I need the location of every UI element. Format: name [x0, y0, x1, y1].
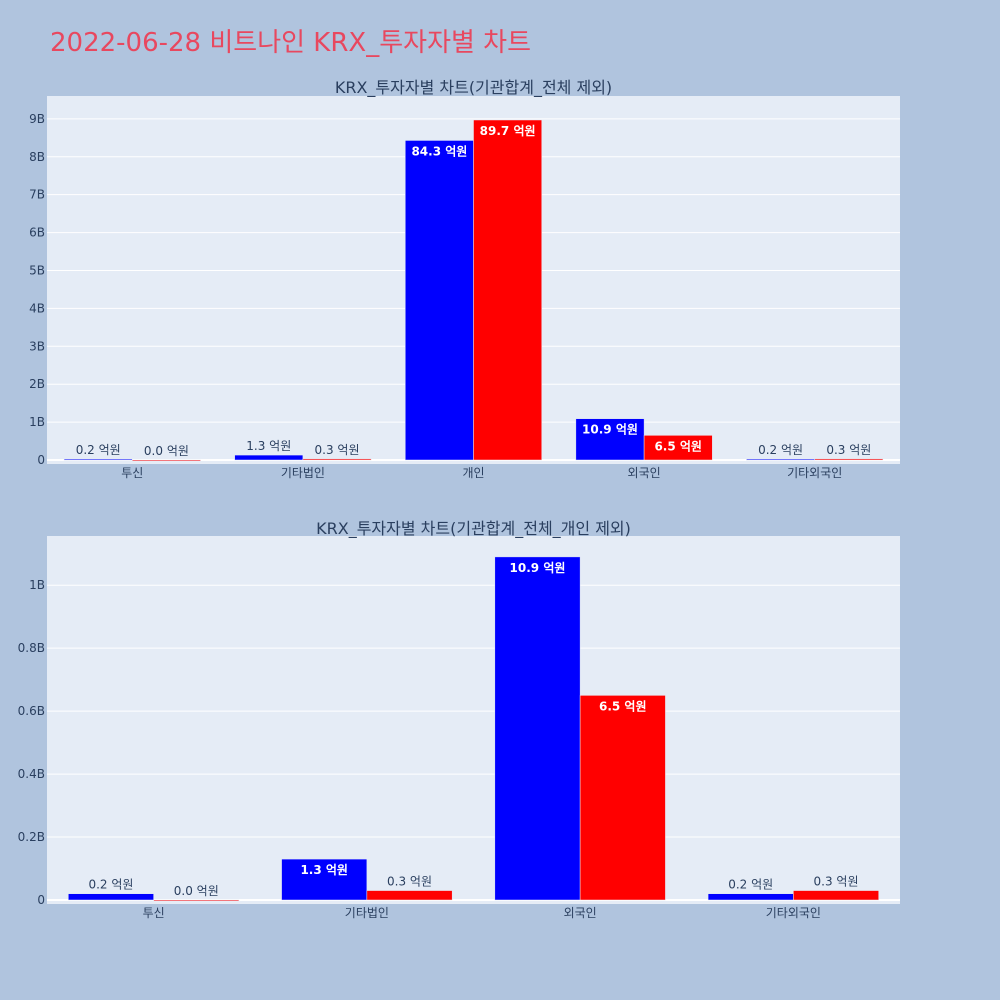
x-tick-label: 투신 [121, 466, 143, 480]
y-tick-label: 0 [37, 893, 45, 907]
x-tick-label: 개인 [462, 466, 484, 480]
y-tick-label: 7B [29, 188, 45, 202]
data-label: 0.3 억원 [814, 875, 859, 889]
y-tick-label: 0 [37, 453, 45, 467]
x-tick-label: 기타법인 [345, 906, 389, 920]
y-tick-label: 2B [29, 377, 45, 391]
bar [494, 556, 581, 901]
bar [234, 454, 304, 461]
data-label: 0.3 억원 [315, 443, 360, 457]
y-tick-label: 0.8B [18, 641, 45, 655]
bar [579, 695, 666, 901]
y-tick-label: 4B [29, 301, 45, 315]
data-label: 89.7 억원 [480, 124, 536, 138]
page-title: 2022-06-28 비트나인 KRX_투자자별 차트 [50, 28, 532, 58]
bar [814, 458, 884, 461]
bar [63, 458, 133, 461]
x-tick-label: 기타외국인 [766, 906, 821, 920]
data-label: 0.2 억원 [88, 878, 133, 892]
x-tick-label: 외국인 [564, 906, 597, 920]
x-tick-label: 기타법인 [281, 466, 325, 480]
bar [405, 140, 474, 461]
data-label: 0.0 억원 [174, 884, 219, 898]
bar [575, 418, 645, 461]
x-tick-label: 투신 [143, 906, 165, 920]
x-tick-label: 기타외국인 [787, 466, 842, 480]
chart-title: KRX_투자자별 차트(기관합계_전체_개인 제외) [316, 519, 631, 539]
x-tick-label: 외국인 [628, 466, 661, 480]
y-tick-label: 9B [29, 112, 45, 126]
y-tick-label: 3B [29, 339, 45, 353]
data-label: 0.3 억원 [387, 875, 432, 889]
data-label: 1.3 억원 [246, 439, 291, 453]
data-label: 6.5 억원 [654, 439, 702, 453]
data-label: 10.9 억원 [582, 423, 638, 437]
data-label: 6.5 억원 [599, 699, 647, 713]
bar [793, 890, 879, 901]
bar [153, 899, 240, 902]
y-tick-label: 8B [29, 150, 45, 164]
bar-chart-2: KRX_투자자별 차트(기관합계_전체_개인 제외) 0 0.2B 0.4B 0.6B 0… [18, 519, 900, 920]
y-tick-label: 0.6B [18, 704, 45, 718]
chart-title: KRX_투자자별 차트(기관합계_전체 제외) [335, 78, 612, 98]
bar [281, 858, 368, 901]
bar [302, 458, 372, 461]
bar [132, 459, 201, 462]
data-label: 84.3 억원 [411, 144, 467, 158]
y-tick-label: 6B [29, 226, 45, 240]
data-label: 0.2 억원 [758, 443, 803, 457]
bar [68, 893, 154, 901]
data-label: 0.2 억원 [76, 443, 121, 457]
bar [707, 893, 794, 901]
bar [366, 890, 453, 901]
data-label: 10.9 억원 [510, 561, 566, 575]
data-label: 0.3 억원 [826, 443, 871, 457]
data-label: 0.0 억원 [144, 444, 189, 458]
y-tick-label: 1B [29, 415, 45, 429]
plot-area [47, 536, 900, 904]
bar [643, 435, 713, 461]
y-tick-label: 0.2B [18, 830, 45, 844]
y-tick-label: 1B [29, 578, 45, 592]
bar-chart-1: KRX_투자자별 차트(기관합계_전체 제외) 0 1B 2B 3B 4B 5B 6B 7B 8B… [29, 78, 900, 480]
data-label: 1.3 억원 [300, 863, 348, 877]
bar [473, 119, 542, 461]
y-tick-label: 0.4B [18, 767, 45, 781]
y-tick-label: 5B [29, 263, 45, 277]
data-label: 0.2 억원 [728, 878, 773, 892]
